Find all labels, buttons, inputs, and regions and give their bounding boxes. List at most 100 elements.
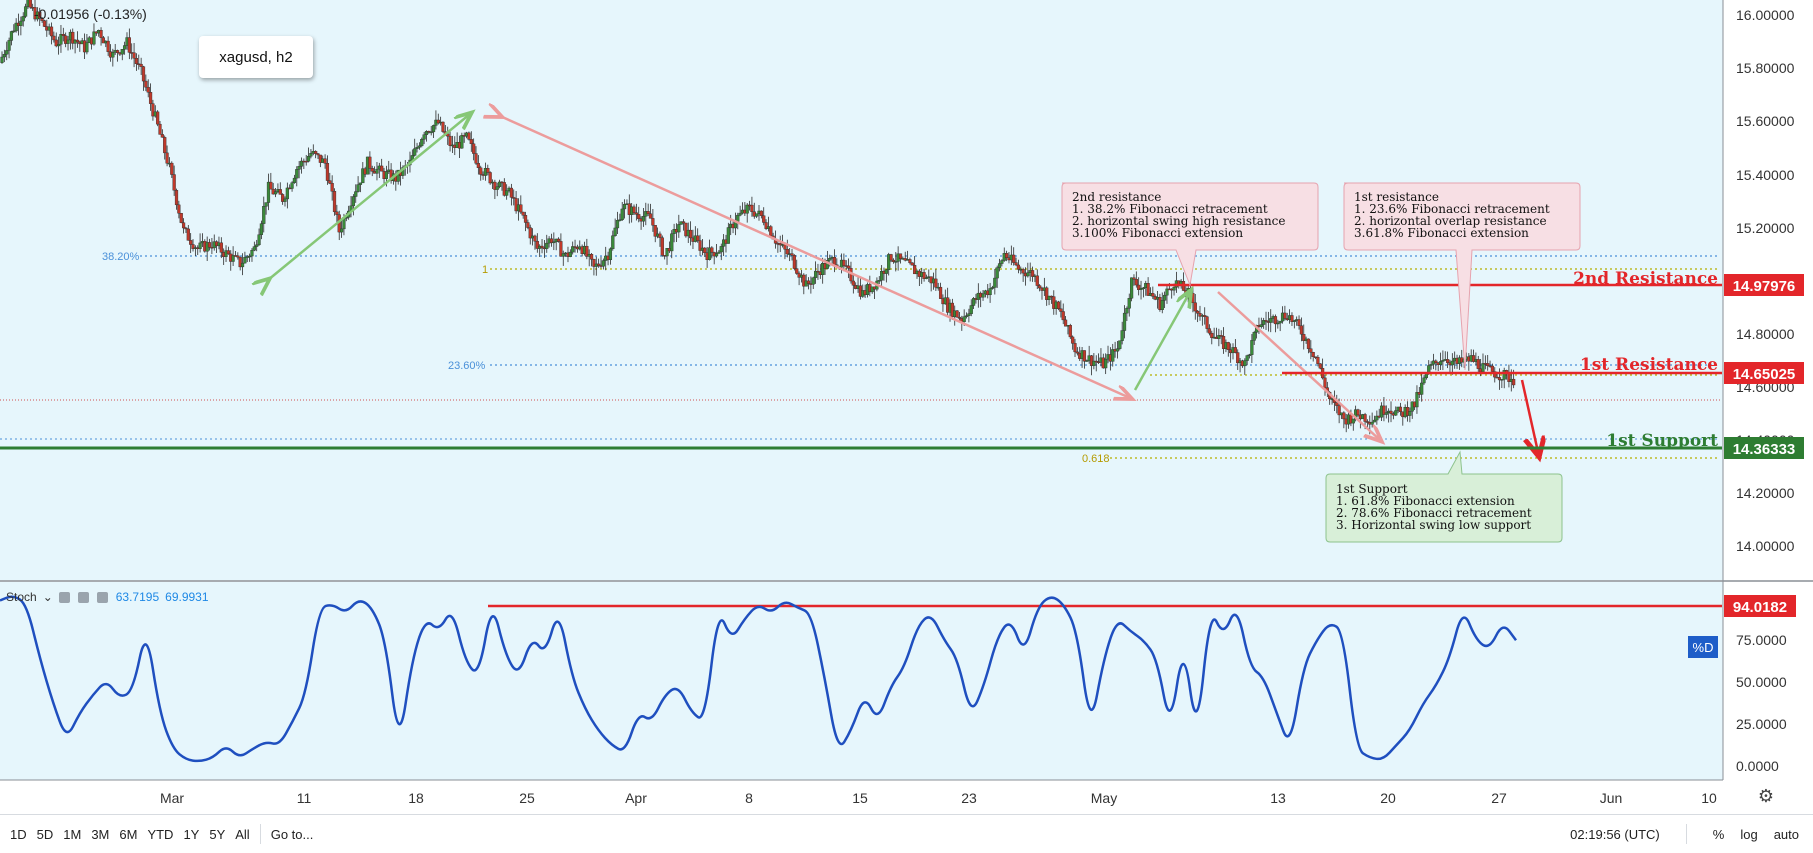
range-all[interactable]: All [235,826,250,842]
range-1m[interactable]: 1M [63,826,82,842]
second-resistance-label: 2nd Resistance [1573,269,1718,289]
gear-icon[interactable]: ⚙ [1757,786,1775,806]
first-resistance-price-tag [1724,362,1804,384]
candle-body [1163,294,1167,301]
candle-body [632,206,636,213]
candle-body [1132,277,1136,280]
candle-body [646,211,650,214]
candle-body [12,30,16,33]
price-chart[interactable]: 16.00000 15.80000 15.60000 15.40000 15.2… [0,0,1813,814]
auto-toggle[interactable]: auto [1773,826,1799,842]
candle-body [165,152,169,164]
candle-body [622,203,627,210]
second-resistance-value: 14.97976 [1733,278,1796,295]
candle-body [908,259,912,264]
candle-body [1408,411,1412,416]
candle-body [1250,340,1254,355]
log-toggle[interactable]: log [1740,826,1758,842]
time-tick: 20 [1380,790,1396,806]
range-3m[interactable]: 3M [91,826,110,842]
candle-body [1309,348,1313,353]
candle-body [1151,293,1155,297]
stoch-level-value: 94.0182 [1733,599,1787,616]
candle-body [938,286,943,299]
candle-body [248,255,252,258]
range-1d[interactable]: 1D [10,826,27,842]
candle-body [314,151,318,154]
candle-body [325,163,330,181]
candle-body [158,123,162,135]
candle-body [1476,359,1480,369]
time-tick: 11 [297,790,312,806]
stoch-series-label: %D [1693,640,1714,655]
candle-body [123,45,127,50]
range-ytd[interactable]: YTD [147,826,174,842]
callout-1st-support: 1st Support 1. 61.8% Fibonacci extension… [1325,450,1563,543]
candle-body [1276,322,1280,325]
range-1y[interactable]: 1Y [183,826,200,842]
candle-body [420,139,424,147]
time-tick: Jun [1600,790,1623,806]
symbol-label[interactable]: xagusd, h2 [199,36,313,78]
percent-toggle[interactable]: % [1712,826,1725,842]
candle-body [613,227,617,236]
candle-body [993,277,997,288]
candle-body [745,204,749,214]
candle-body [127,37,131,53]
range-5d[interactable]: 5D [36,826,54,842]
candle-body [568,251,572,257]
candle-body [519,204,523,213]
eye-icon[interactable] [58,591,70,603]
candle-body [243,257,247,264]
candle-body [1290,315,1294,322]
stoch-series-tag [1688,636,1718,658]
candle-body [306,155,311,162]
candle-body [736,214,740,222]
candle-body [962,316,966,323]
candle-body [1370,421,1374,425]
candle-body [1207,328,1212,334]
candle-body [75,39,80,43]
candle-body [1438,361,1443,365]
candle-body [115,50,120,53]
candle-body [1486,363,1490,366]
candle-body [1127,298,1131,309]
goto-button[interactable]: Go to... [270,826,314,842]
callout-1st-resistance: 1st resistance 1. 23.6% Fibonacci retrac… [1343,182,1581,371]
time-tick: 10 [1701,790,1717,806]
candle-body [380,165,384,172]
candle-body [1318,363,1322,369]
clock-readout[interactable]: 02:19:56 (UTC) [1570,826,1660,842]
candle-body [1243,360,1247,367]
price-tick: 16.00000 [1736,7,1795,23]
candle-body [189,240,193,245]
range-5y[interactable]: 5Y [209,826,226,842]
settings-icon[interactable] [77,591,89,603]
candle-body [486,168,490,173]
stoch-legend[interactable]: Stoch ⌄ 63.7195 69.9931 [6,590,209,604]
chevron-down-icon[interactable]: ⌄ [42,590,53,604]
candle-body [141,66,146,82]
candle-body [384,171,388,179]
candle-body [717,251,721,254]
candle-body [934,278,938,288]
stoch-name[interactable]: Stoch [6,590,37,604]
uptrend-arrow [268,114,470,280]
close-icon[interactable] [96,591,108,603]
time-tick: 13 [1270,790,1286,806]
first-resistance-label: 1st Resistance [1580,355,1718,375]
candle-body [1389,410,1393,414]
stoch-tick: 0.0000 [1736,758,1779,774]
candle-body [1217,335,1221,339]
candle-body [160,134,164,138]
candle-body [259,223,264,235]
candle-body [533,235,537,242]
time-tick: 27 [1491,790,1507,806]
candle-body [981,293,985,298]
time-tick: Mar [160,790,184,806]
candle-body [273,191,278,195]
candle-body [696,235,700,241]
candle-body [1137,284,1141,290]
candle-body [658,233,662,238]
range-6m[interactable]: 6M [119,826,138,842]
